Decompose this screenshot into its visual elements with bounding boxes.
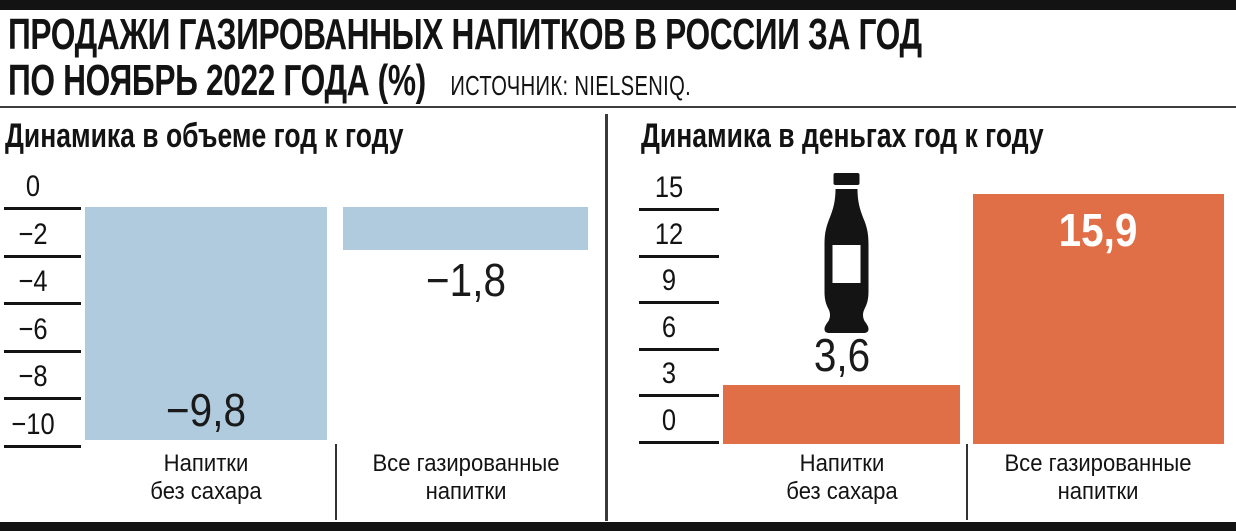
category-label: Напитки без сахара — [150, 450, 261, 506]
title-rule — [0, 106, 1236, 108]
axis-tick-line — [4, 445, 81, 448]
bar — [85, 207, 327, 441]
axis-tick-label: 12 — [654, 217, 684, 251]
value-label: −1,8 — [426, 253, 506, 306]
axis-tick-line — [4, 302, 81, 306]
axis-tick-label: −4 — [18, 265, 48, 299]
top-black-band — [0, 0, 1236, 10]
category-label: Все газированные напитки — [1004, 450, 1191, 506]
axis-tick-label: 0 — [25, 170, 41, 203]
value-label: 15,9 — [1058, 204, 1138, 257]
axis-tick-label: 6 — [661, 310, 677, 344]
axis-tick-line — [4, 349, 81, 353]
axis-tick-label: 3 — [661, 357, 677, 391]
category-label-line: Все газированные — [372, 450, 560, 477]
axis-tick-line — [639, 208, 719, 211]
category-label-line: напитки — [1057, 478, 1139, 505]
panel-divider — [605, 114, 608, 521]
category-label-line: напитки — [425, 478, 507, 505]
bar — [343, 207, 588, 250]
axis-tick-label: −8 — [18, 360, 48, 394]
category-label-line: Напитки — [163, 450, 249, 477]
category-label-line: без сахара — [786, 478, 898, 505]
category-label-line: без сахара — [150, 478, 262, 505]
axis-tick-line — [4, 397, 81, 401]
bottom-black-band — [0, 522, 1236, 531]
axis-tick-line — [639, 347, 719, 351]
axis-tick-line — [639, 441, 719, 444]
category-label-line: Напитки — [799, 450, 885, 477]
category-divider — [335, 444, 337, 520]
right-chart-title: Динамика в деньгах год к году — [641, 117, 1044, 155]
axis-tick-label: 15 — [654, 171, 684, 204]
page-title-line2: ПО НОЯБРЬ 2022 ГОДА (%) — [8, 56, 426, 105]
axis-tick-label: 0 — [661, 404, 677, 437]
source-label: ИСТОЧНИК: NIELSENIQ. — [450, 70, 692, 101]
soda-bottle-icon — [824, 173, 869, 333]
axis-tick-line — [639, 301, 719, 305]
axis-tick-label: −6 — [18, 312, 48, 346]
page-title-line2-row: ПО НОЯБРЬ 2022 ГОДА (%) ИСТОЧНИК: NIELSEN… — [8, 58, 922, 109]
axis-tick-line — [4, 207, 81, 210]
value-label: −9,8 — [166, 384, 246, 437]
bar — [723, 385, 960, 444]
category-label-line: Все газированные — [1004, 450, 1192, 477]
axis-tick-label: −10 — [11, 408, 55, 441]
axis-tick-line — [639, 394, 719, 398]
axis-tick-line — [4, 254, 81, 258]
axis-tick-label: −2 — [18, 217, 48, 251]
value-label: 3,6 — [813, 329, 871, 382]
category-label: Все газированные напитки — [372, 450, 559, 506]
axis-tick-line — [639, 254, 719, 258]
bar — [973, 194, 1224, 444]
category-label: Напитки без сахара — [786, 450, 897, 506]
category-divider — [966, 444, 968, 520]
page-title: ПРОДАЖИ ГАЗИРОВАННЫХ НАПИТКОВ В РОССИИ З… — [8, 12, 922, 109]
axis-tick-label: 9 — [661, 264, 677, 298]
left-chart-title: Динамика в объеме год к году — [5, 117, 404, 155]
page-title-line1: ПРОДАЖИ ГАЗИРОВАННЫХ НАПИТКОВ В РОССИИ З… — [8, 10, 922, 59]
